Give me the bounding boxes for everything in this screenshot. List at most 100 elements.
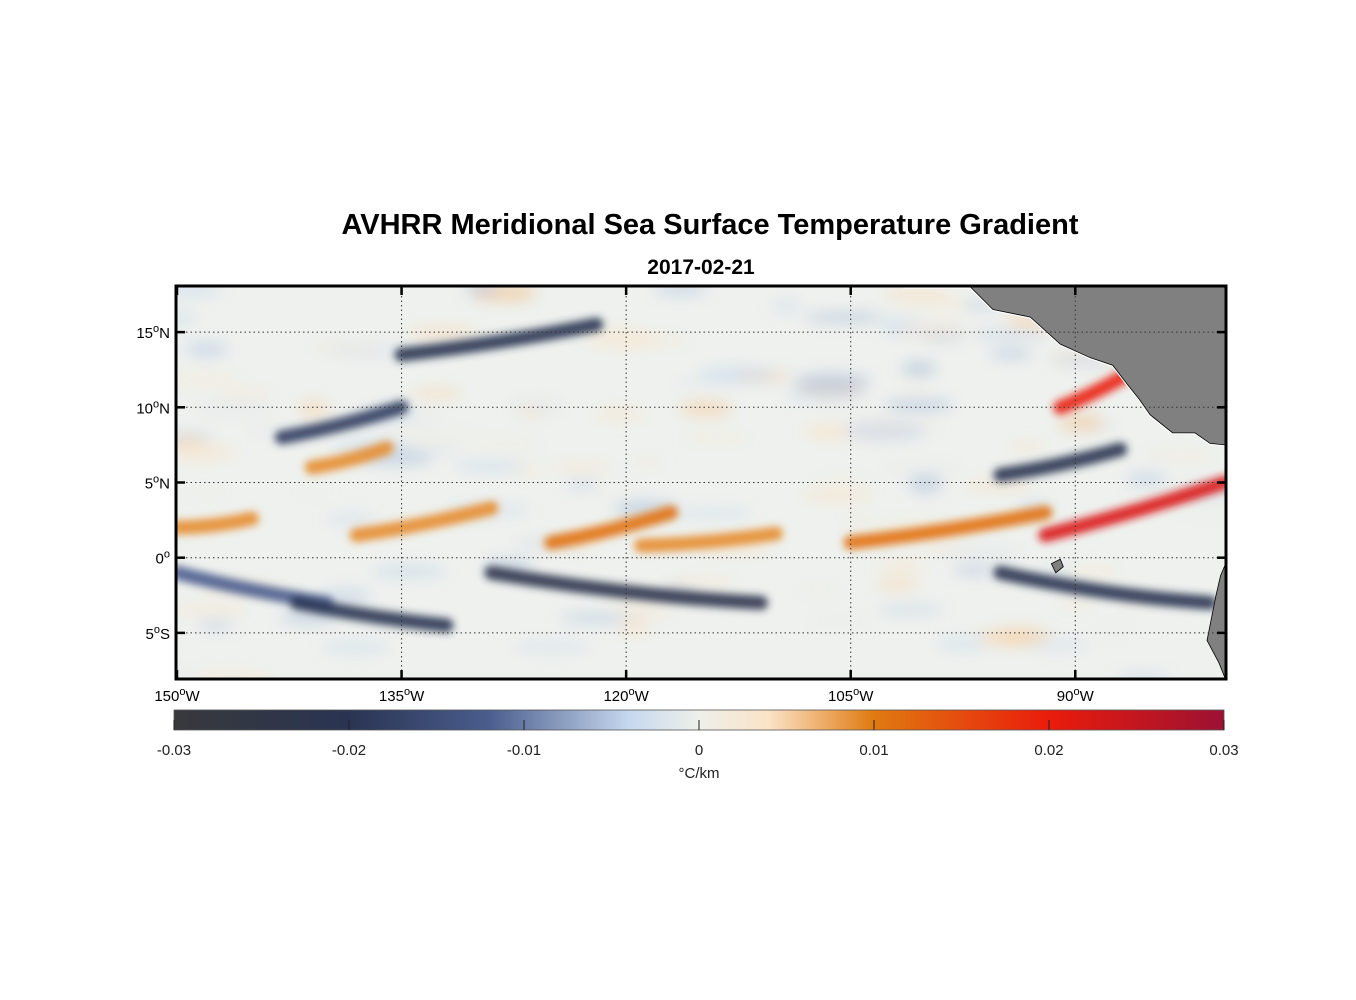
texture-blob [1116, 673, 1169, 678]
y-tick-label: 10oN [136, 398, 170, 417]
texture-blob [372, 565, 446, 578]
texture-blob [807, 616, 872, 627]
chart-subtitle: 2017-02-21 [647, 256, 755, 279]
texture-blob [1058, 414, 1105, 432]
colorbar-tick-label: -0.02 [332, 742, 366, 759]
texture-blob [454, 460, 526, 472]
warm-front [304, 440, 394, 475]
texture-blob [654, 287, 708, 296]
cold-front [274, 400, 409, 445]
texture-blob [297, 483, 327, 499]
texture-blob [805, 422, 848, 442]
texture-blob [680, 400, 733, 417]
texture-blob [566, 480, 599, 490]
warm-front [544, 505, 679, 550]
x-tick-label: 150oW [154, 686, 200, 705]
texture-blob [298, 399, 330, 419]
x-tick-label: 105oW [828, 686, 874, 705]
texture-blob [177, 604, 249, 616]
axis-ticks [175, 286, 1226, 679]
cold-front [394, 317, 604, 362]
gradient-fronts [177, 317, 1225, 633]
texture-blob [800, 487, 873, 503]
land-mass [903, 287, 1225, 678]
texture-blob [189, 488, 227, 501]
texture-blob [771, 297, 802, 315]
texture-blob [784, 390, 866, 401]
texture-blob [940, 544, 1024, 563]
texture-blob [901, 361, 937, 377]
texture-blob [964, 480, 1034, 491]
texture-blob [177, 670, 199, 678]
texture-blob [936, 635, 989, 653]
texture-blob [1010, 440, 1046, 453]
texture-blob [798, 584, 842, 596]
texture-blob [586, 329, 659, 349]
colorbar-tick-label: 0.03 [1209, 742, 1238, 759]
texture-blob [841, 514, 873, 526]
texture-blob [882, 287, 952, 302]
x-tick-label: 90oW [1057, 686, 1095, 705]
texture-blob [876, 578, 919, 592]
texture-blob [593, 408, 646, 422]
texture-blob [1057, 598, 1095, 609]
texture-blob [615, 605, 675, 621]
texture-blob [191, 673, 272, 678]
texture-blob [971, 330, 1049, 340]
texture-blob [475, 435, 542, 451]
colorbar-tick-label: -0.01 [507, 742, 541, 759]
texture-blob [218, 386, 273, 402]
texture-blob [185, 341, 228, 358]
cold-front [993, 565, 1218, 610]
texture-blob [884, 398, 954, 412]
texture-blob [1065, 565, 1120, 579]
cold-front [484, 565, 768, 610]
texture-blob [177, 443, 235, 462]
colorbar-tick-label: 0.01 [859, 742, 888, 759]
texture-blob [509, 395, 566, 416]
texture-blob [326, 343, 415, 358]
warm-front [177, 511, 259, 535]
texture-blob [198, 620, 234, 630]
warm-front [634, 526, 783, 553]
colorbar-tick-label: 0.02 [1034, 742, 1063, 759]
texture-blob [668, 508, 752, 518]
colorbar: -0.03 -0.02 -0.01 0 0.01 0.02 0.03 °C/km [157, 709, 1239, 782]
y-tick-label: 15oN [136, 323, 170, 342]
warm-front [349, 501, 499, 543]
texture-blob [908, 473, 943, 493]
texture-blob [511, 638, 593, 656]
colorbar-ticks: -0.03 -0.02 -0.01 0 0.01 0.02 0.03 [157, 720, 1239, 759]
texture-blob [1025, 638, 1091, 652]
texture-blob [194, 399, 271, 416]
texture-blob [322, 640, 390, 655]
texture-blob [877, 605, 944, 614]
longitude-labels: 150oW 135oW 120oW 105oW 90oW [154, 686, 1094, 705]
texture-blob [882, 461, 963, 476]
lat-lon-grid [177, 287, 1225, 678]
texture-blob [416, 442, 465, 455]
texture-blob [663, 576, 738, 589]
texture-blob [1126, 471, 1168, 487]
latitude-labels: 15oN 10oN 5oN 0o 5oS [136, 323, 170, 643]
texture-blob [953, 565, 997, 575]
south-america-land [1206, 565, 1225, 678]
y-tick-label: 5oS [146, 624, 170, 643]
texture-blob [325, 512, 376, 526]
x-tick-label: 120oW [603, 686, 649, 705]
texture-blob [681, 433, 751, 443]
galapagos-land [1050, 558, 1064, 574]
texture-blob [877, 557, 926, 576]
texture-blob [177, 309, 198, 327]
texture-blob [815, 473, 870, 489]
colorbar-label: °C/km [679, 765, 720, 782]
texture-blob [177, 370, 240, 390]
texture-blob [552, 461, 612, 474]
texture-blob [1170, 451, 1215, 463]
texture-blob [378, 427, 434, 436]
texture-blob [803, 312, 886, 323]
colorbar-tick-label: -0.03 [157, 742, 191, 759]
texture-blob [411, 388, 464, 399]
texture-blob [792, 373, 871, 392]
